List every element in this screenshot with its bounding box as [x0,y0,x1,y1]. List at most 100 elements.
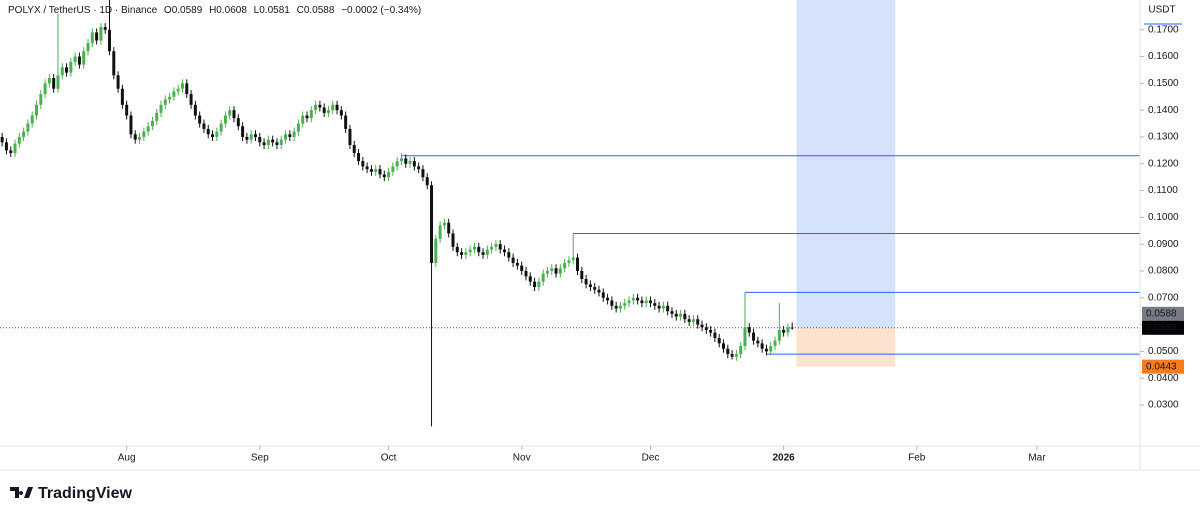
candle-body [477,246,481,253]
candle-body [606,297,610,301]
candle-body [554,268,558,274]
candle-body [687,319,691,322]
candle-body [623,303,627,306]
candle-body [455,246,459,253]
stop-price-label: 0.0443 [1146,361,1177,372]
candle-body [524,270,528,277]
candle-body [649,300,653,304]
x-tick-label: Mar [1028,453,1046,464]
candle-body [352,145,356,154]
y-tick-label: 0.1200 [1148,158,1179,169]
candle-body [494,244,498,247]
low-value: L0.0581 [254,5,291,16]
candle-body [253,134,257,137]
candle-body [571,257,575,261]
candle-body [614,305,618,309]
candle-body [133,134,137,140]
candle-body [786,327,790,333]
candle-body [468,249,472,253]
candle-body [326,110,330,113]
candle-body [374,169,378,172]
x-tick-label: Aug [118,453,136,464]
candle-body [790,327,794,329]
candle-body [116,75,120,89]
candle-body [176,88,180,92]
candle-body [215,131,219,137]
close-value: C0.0588 [297,5,335,16]
candle-body [95,32,99,41]
brand: TradingView [10,485,133,502]
candle-body [198,115,202,124]
y-tick-label: 0.0800 [1148,266,1179,277]
candle-body [533,281,537,288]
candle-body [232,110,236,119]
candle-body [460,252,464,255]
candle-body [219,123,223,132]
currency-label: USDT [1148,5,1175,16]
candle-body [9,150,13,154]
candle-body [618,305,622,309]
stop-price-label-bg [1142,359,1184,374]
candle-body [125,104,129,116]
candle-body [507,252,511,258]
candle-body [674,313,678,317]
candle-body [627,300,631,304]
candle-body [640,300,644,304]
candle-body [112,51,116,76]
candle-body [284,134,288,140]
candle-body [764,348,768,352]
candle-body [747,327,751,333]
candle-body [211,134,215,137]
x-tick-label: Oct [381,453,397,464]
candle-body [666,305,670,312]
candle-body [773,340,777,347]
candle-body [168,96,172,100]
x-tick-label: 2026 [772,453,795,464]
candle-body [576,257,580,271]
candle-body [13,143,17,154]
plot-area [0,0,1140,427]
candle-body [17,136,21,144]
candle-body [520,265,524,271]
candle-body [305,115,309,119]
candle-body [511,257,515,263]
candle-body [730,354,734,357]
candle-body [752,332,756,341]
candle-body [99,27,103,41]
candle-body [271,139,275,143]
candle-body [601,292,605,298]
candle-body [696,319,700,325]
candle-body [52,77,56,89]
candle-body [361,161,365,167]
axes: 0.03000.04000.05000.06000.07000.08000.09… [118,24,1184,464]
candle-body [26,123,30,132]
candle-body [258,136,262,143]
candle-body [4,142,8,151]
candle-body [30,115,34,124]
candle-body [335,104,339,111]
stop-zone [796,327,896,367]
candle-body [704,327,708,330]
candle-body [206,128,210,135]
candle-body [331,104,335,111]
candle-body [163,99,167,105]
candle-body [189,94,193,105]
candle-body [202,123,206,129]
candle-body [309,110,313,119]
candle-body [743,327,747,347]
candle-body [155,112,159,121]
candle-body [387,171,391,178]
candle-body [498,244,502,250]
candle-body [717,337,721,344]
candle-body [408,161,412,164]
candle-body [777,329,781,341]
candle-body [472,246,476,250]
y-tick-label: 0.1400 [1148,105,1179,116]
candle-body [60,67,64,76]
candle-body [301,115,305,124]
candle-body [279,139,283,146]
candle-body [644,300,648,304]
open-value: O0.0589 [164,5,203,16]
candle-body [782,329,786,333]
candle-body [120,88,124,105]
